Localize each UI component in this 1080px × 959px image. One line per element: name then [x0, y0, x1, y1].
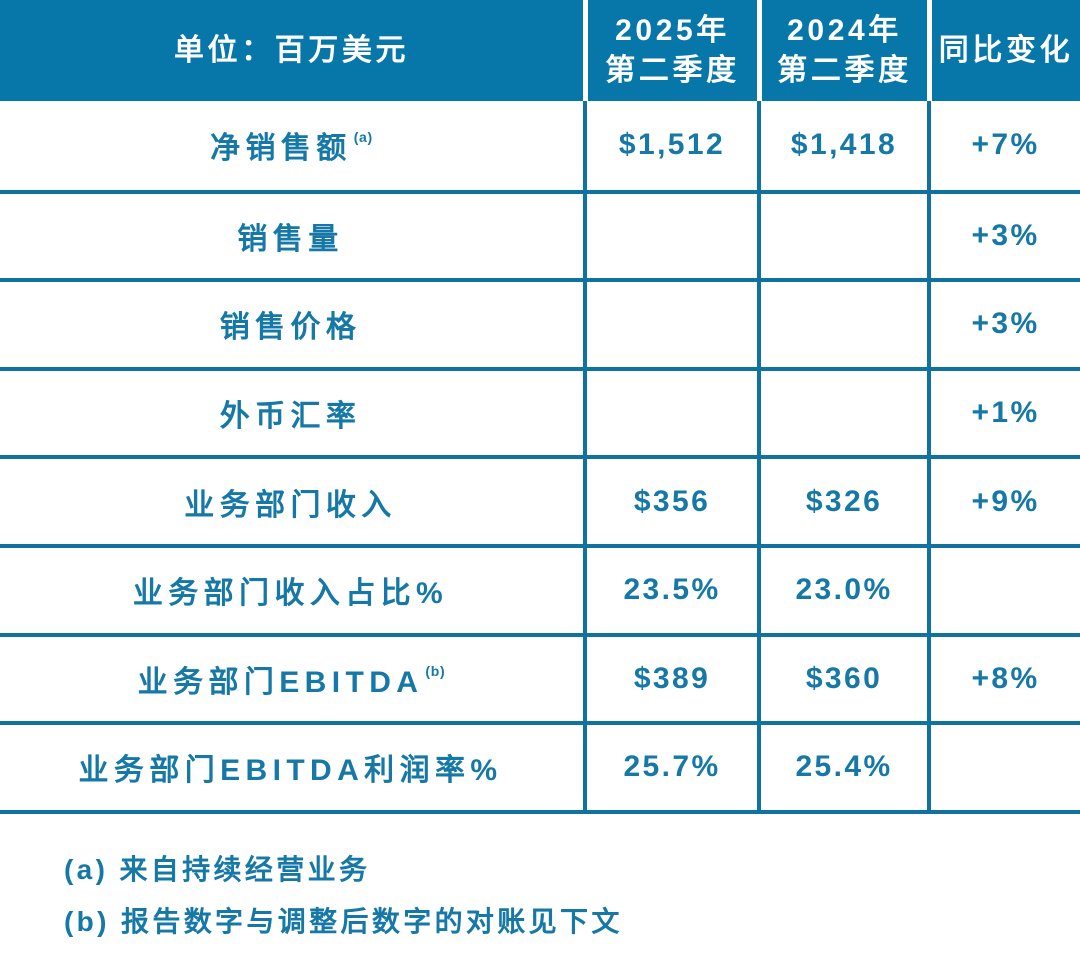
value-2024: $326	[757, 455, 927, 544]
row-label: 业务部门EBITDA (b)	[0, 632, 583, 722]
row-label-text: 业务部门EBITDA利润率%	[78, 754, 503, 788]
yoy-change: +8%	[927, 632, 1080, 722]
value-2024: $360	[757, 632, 927, 722]
table-header-row: 单位：百万美元 2025年 第二季度 2024年 第二季度 同比变化	[0, 0, 1080, 101]
footnote-marker-b: (b)	[425, 662, 446, 679]
header-q2-2024: 2024年 第二季度	[757, 0, 927, 101]
yoy-change	[927, 543, 1080, 633]
footnote-marker-a: (a)	[353, 129, 373, 146]
row-label: 销售价格	[0, 278, 583, 367]
row-label: 业务部门收入	[0, 455, 583, 544]
header-yoy-change-text: 同比变化	[938, 33, 1074, 67]
table-row-sales-price: 销售价格 +3%	[0, 278, 1080, 367]
value-2025: $389	[583, 632, 757, 722]
yoy-change: +9%	[927, 455, 1080, 544]
header-q2-2025-line1: 2025年	[615, 13, 730, 47]
value-2025	[583, 189, 757, 279]
yoy-change: +3%	[927, 278, 1080, 367]
value-2025: $356	[583, 455, 757, 544]
row-label-text: 外币汇率	[219, 400, 362, 434]
value-2024	[757, 189, 927, 279]
table-row-segment-income: 业务部门收入 $356 $326 +9%	[0, 455, 1080, 544]
value-2025: 23.5%	[583, 543, 757, 633]
yoy-change	[927, 721, 1080, 810]
value-2024: $1,418	[757, 101, 927, 190]
row-label: 外币汇率	[0, 366, 583, 456]
row-label-text: 销售价格	[219, 311, 362, 345]
table-body: 净销售额 (a) $1,512 $1,418 +7% 销售量 +3% 销售价格 +…	[0, 101, 1080, 814]
table-row-segment-ebitda-margin: 业务部门EBITDA利润率% 25.7% 25.4%	[0, 721, 1080, 810]
table-row-segment-ebitda: 业务部门EBITDA (b) $389 $360 +8%	[0, 632, 1080, 722]
value-2025: 25.7%	[583, 721, 757, 810]
yoy-change: +7%	[927, 101, 1080, 190]
value-2025	[583, 366, 757, 456]
row-label: 净销售额 (a)	[0, 101, 583, 190]
value-2024: 25.4%	[757, 721, 927, 810]
footnote-b: (b) 报告数字与调整后数字的对账见下文	[64, 905, 623, 937]
table-row-fx-rate: 外币汇率 +1%	[0, 366, 1080, 456]
table-row-net-sales: 净销售额 (a) $1,512 $1,418 +7%	[0, 101, 1080, 190]
header-q2-2025-line2: 第二季度	[605, 53, 740, 87]
header-q2-2025: 2025年 第二季度	[583, 0, 757, 101]
header-unit-label: 单位：百万美元	[0, 0, 583, 101]
yoy-change: +3%	[927, 189, 1080, 279]
value-2024	[757, 366, 927, 456]
value-2024	[757, 278, 927, 367]
row-label-text: 净销售额	[210, 132, 352, 166]
header-yoy-change: 同比变化	[927, 0, 1080, 101]
row-label-text: 业务部门收入占比%	[132, 577, 449, 611]
row-label: 业务部门收入占比%	[0, 543, 583, 633]
financial-summary-table: 单位：百万美元 2025年 第二季度 2024年 第二季度 同比变化 净销售额(…	[0, 0, 1080, 814]
header-q2-2024-line1: 2024年	[787, 13, 902, 47]
row-label-text: 销售量	[237, 222, 344, 256]
row-label: 业务部门EBITDA利润率%	[0, 721, 583, 810]
header-unit-text: 单位：百万美元	[173, 33, 410, 67]
footnotes: (a) 来自持续经营业务 (b) 报告数字与调整后数字的对账见下文	[64, 844, 1080, 948]
table-row-segment-income-pct: 业务部门收入占比% 23.5% 23.0%	[0, 543, 1080, 633]
value-2025	[583, 278, 757, 367]
row-label-text: 业务部门收入	[184, 488, 397, 522]
footnote-a: (a) 来自持续经营业务	[64, 853, 371, 885]
value-2025: $1,512	[583, 101, 757, 190]
table-row-sales-volume: 销售量 +3%	[0, 189, 1080, 279]
header-q2-2024-line2: 第二季度	[777, 53, 912, 87]
row-label-text: 业务部门EBITDA	[137, 665, 424, 699]
value-2024: 23.0%	[757, 543, 927, 633]
yoy-change: +1%	[927, 366, 1080, 456]
row-label: 销售量	[0, 189, 583, 279]
